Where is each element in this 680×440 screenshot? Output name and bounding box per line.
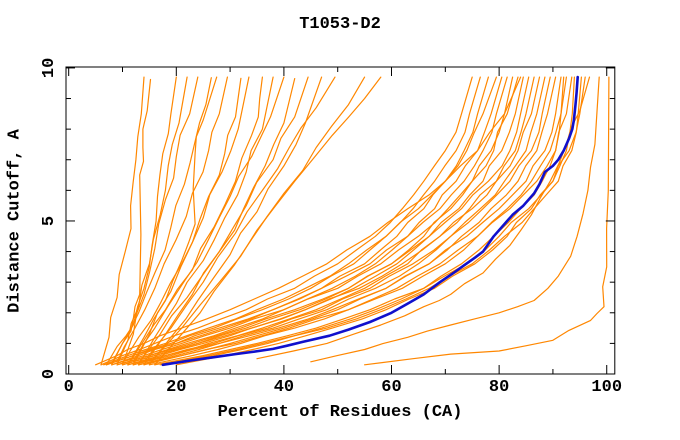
model-curve [116, 76, 503, 366]
x-tick-label: 20 [166, 378, 186, 397]
model-curve [111, 77, 212, 364]
x-tick-label: 60 [381, 378, 401, 397]
model-curve [127, 76, 551, 366]
model-curve [116, 76, 228, 363]
model-curve [116, 76, 188, 366]
model-curve [111, 76, 519, 366]
y-tick-label: 0 [40, 369, 59, 379]
model-curve [105, 76, 177, 366]
model-curve [100, 76, 145, 366]
model-curve [175, 76, 576, 366]
x-tick-label: 80 [489, 378, 509, 397]
model-curve [310, 76, 600, 363]
x-tick-label: 40 [274, 378, 294, 397]
model-curve [127, 76, 218, 366]
model-curve [94, 76, 522, 366]
model-curve [132, 76, 562, 366]
x-tick-label: 100 [591, 378, 622, 397]
x-axis-label: Percent of Residues (CA) [217, 403, 463, 422]
model-curve [127, 76, 524, 366]
model-curve [132, 77, 242, 366]
y-axis-label: Distance Cutoff, A [5, 129, 25, 313]
chart-title: T1053-D2 [299, 15, 381, 34]
model-curve [143, 76, 336, 363]
model-curve [105, 76, 508, 366]
x-tick-label: 0 [64, 378, 74, 397]
model-curve [148, 76, 382, 364]
model-curve [100, 76, 473, 366]
y-tick-label: 5 [40, 216, 59, 226]
model-curve [148, 76, 323, 366]
model-curve [105, 76, 481, 366]
model-curve [121, 76, 199, 366]
model-curve [121, 76, 541, 366]
model-curve [138, 76, 573, 366]
model-curve [138, 76, 274, 366]
model-curve [148, 76, 568, 366]
model-curve [143, 77, 296, 366]
model-curve [103, 76, 497, 366]
model-curve [111, 76, 489, 366]
model-curve [111, 78, 152, 366]
model-curve [132, 76, 535, 366]
model-curve [121, 76, 250, 364]
model-curve [116, 76, 530, 366]
model-curve [159, 76, 565, 366]
y-tick-label: 10 [40, 58, 59, 78]
model-curve [132, 76, 285, 363]
highlighted-model-curve [161, 75, 580, 367]
model-curve [138, 76, 546, 366]
model-curve [138, 76, 309, 364]
model-curve [364, 76, 610, 366]
